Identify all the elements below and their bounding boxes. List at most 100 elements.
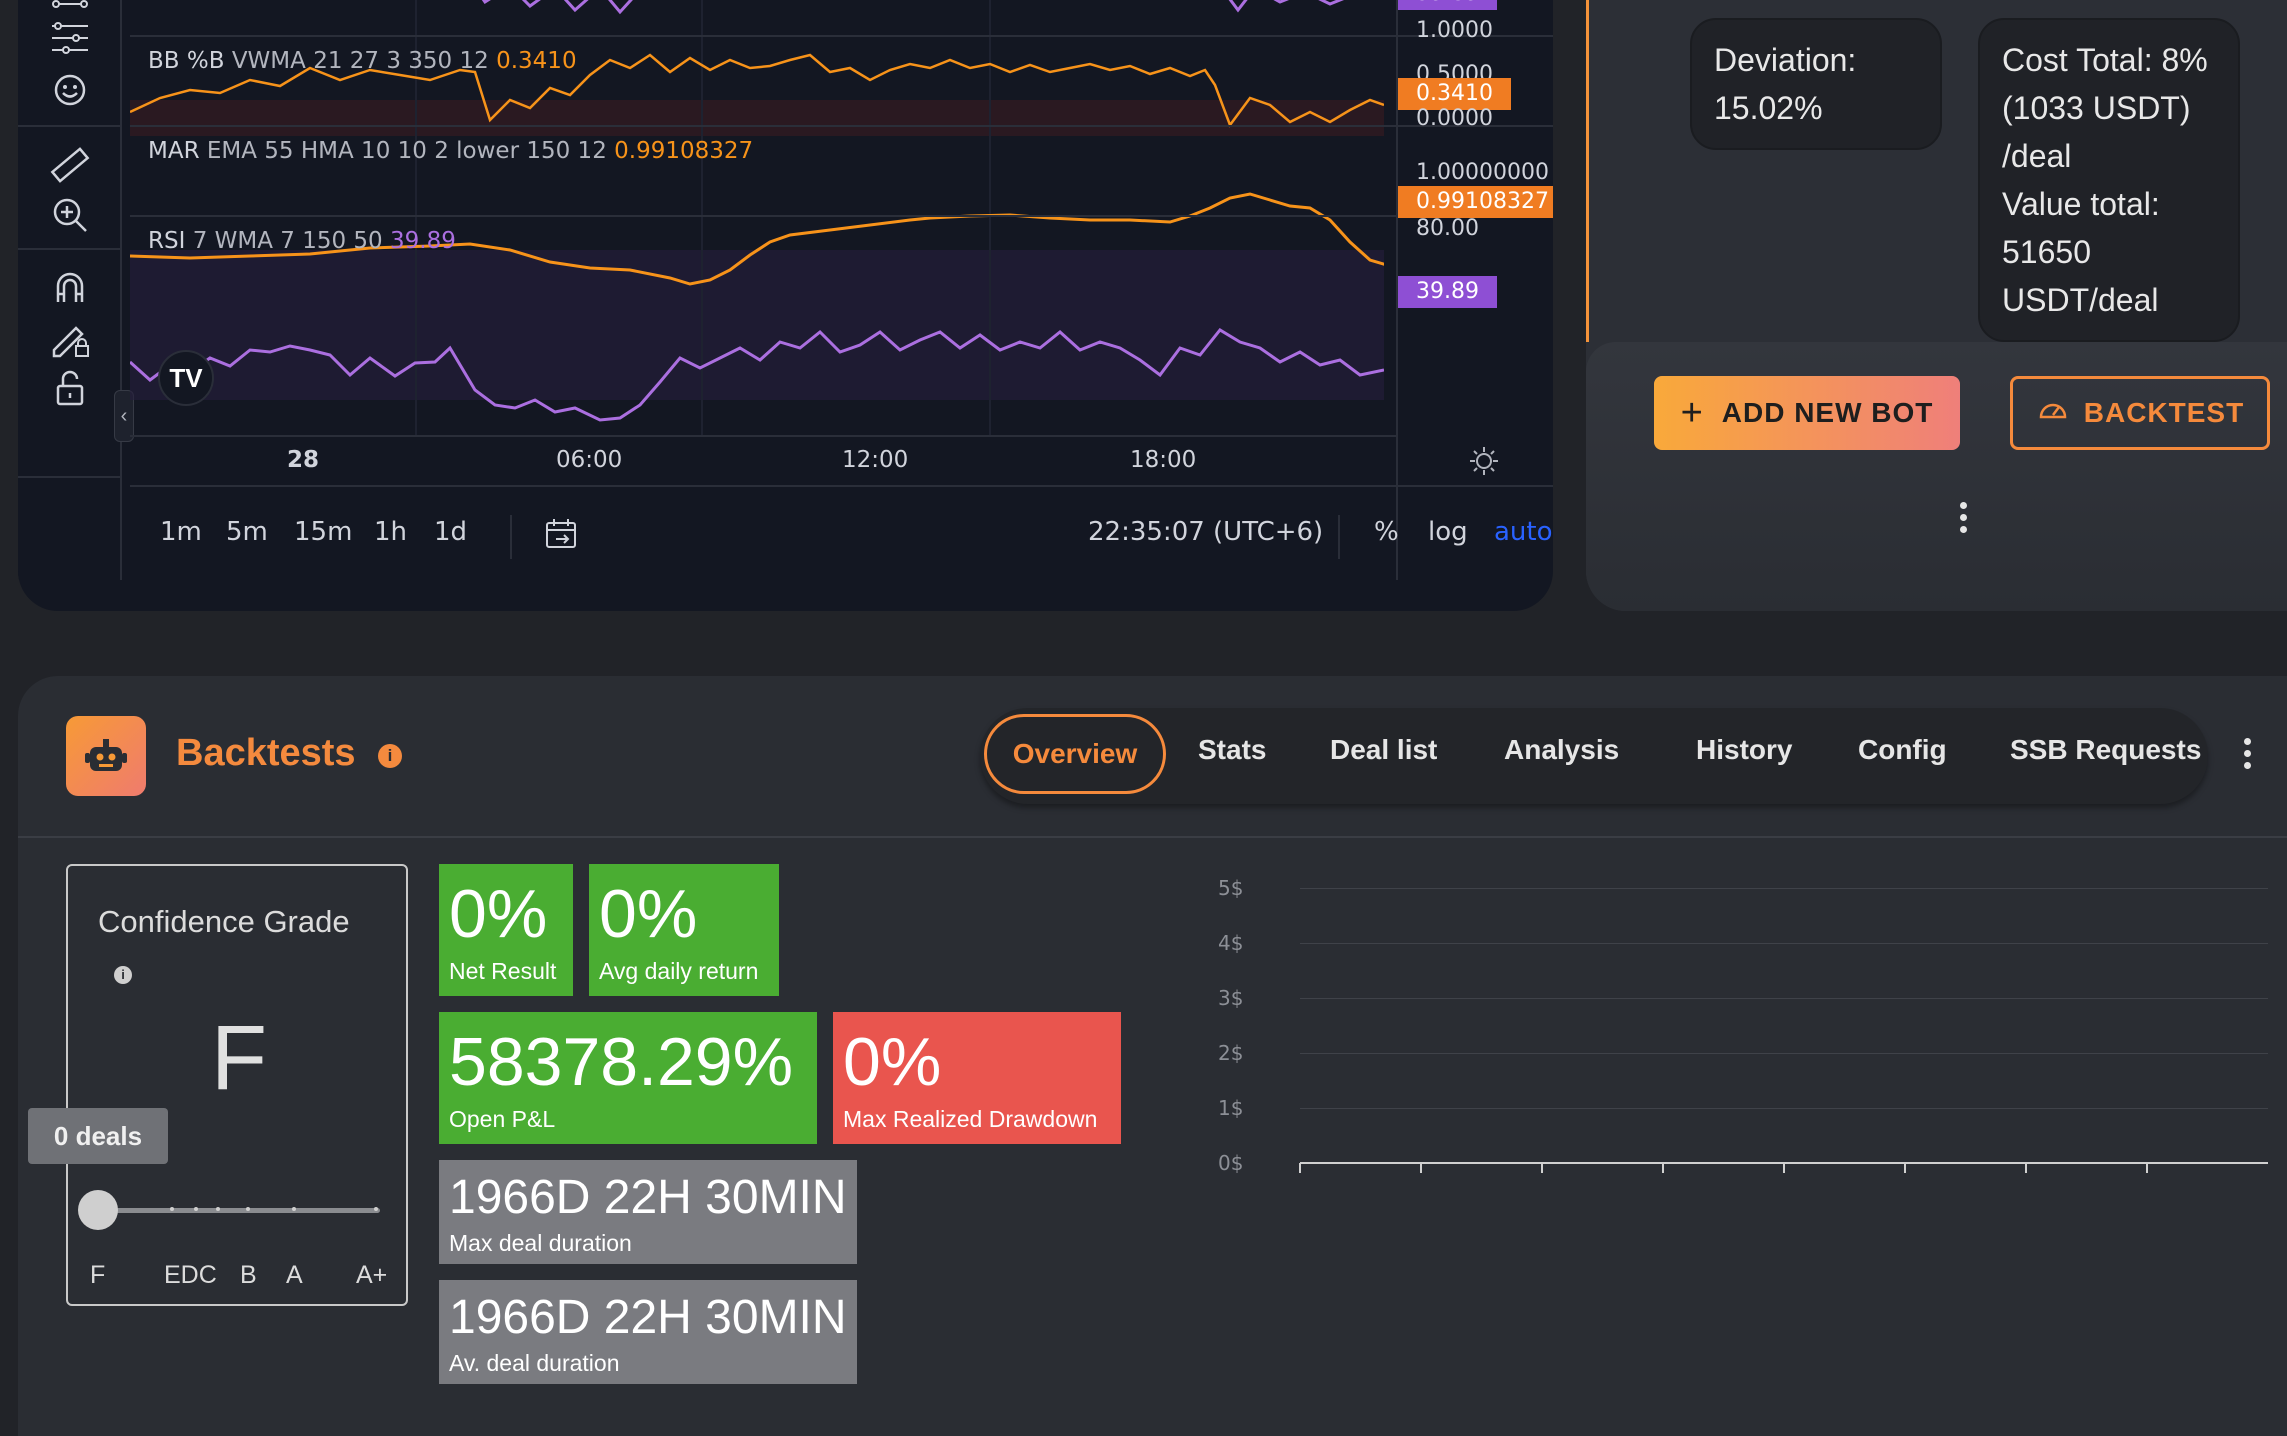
y-tick-4: 4$ (1218, 931, 1244, 955)
lock-drawings-icon[interactable] (40, 308, 100, 368)
fib-tool-icon[interactable] (40, 10, 100, 70)
time-tick-28: 28 (287, 447, 320, 473)
percent-scale-toggle[interactable]: % (1374, 517, 1399, 547)
backtests-panel: Backtests i Overview Stats Deal list Ana… (18, 676, 2287, 1436)
grade-slider-stop (246, 1207, 250, 1211)
price-axis[interactable]: 39.89 1.0000 0.5000 0.3410 0.0000 1.0000… (1396, 0, 1553, 580)
max-drawdown-value: 0% (843, 1024, 942, 1100)
plus-icon: + (1680, 392, 1704, 434)
grade-slider-stop (374, 1207, 378, 1211)
grade-slider-track (98, 1208, 380, 1213)
timeframe-1h[interactable]: 1h (374, 517, 408, 547)
mar-value: 0.99108327 (614, 138, 754, 164)
indicator-plot-area[interactable]: BB %B VWMA 21 27 3 350 12 0.3410 MAR EMA… (130, 0, 1553, 580)
cost-line: (1033 USDT) (2002, 90, 2191, 126)
chart-clock[interactable]: 22:35:07 (UTC+6) (1088, 517, 1324, 547)
backtests-title: Backtests (176, 732, 356, 774)
add-new-bot-label: ADD NEW BOT (1721, 397, 1934, 428)
y-tick-0: 0$ (1218, 1151, 1244, 1175)
y-tick-3: 3$ (1218, 986, 1244, 1010)
deals-count-tooltip: 0 deals (28, 1108, 168, 1164)
robot-icon (66, 716, 146, 796)
grade-slider-thumb[interactable] (78, 1190, 118, 1230)
cost-card: Cost Total: 8% (1033 USDT) /deal Value t… (1978, 18, 2240, 342)
backtests-tab-bar: Overview Stats Deal list Analysis Histor… (980, 708, 2208, 804)
avg-daily-return-tile: 0% Avg daily return (589, 864, 779, 996)
tab-stats[interactable]: Stats (1198, 734, 1267, 765)
avg-daily-return-label: Avg daily return (599, 958, 759, 984)
deviation-card: Deviation: 15.02% (1690, 18, 1942, 150)
trend-line-tool-icon[interactable] (40, 0, 100, 38)
drawing-toolbar (18, 0, 122, 580)
bb-name: BB %B (148, 48, 225, 74)
rsi-price-tag: 39.89 (1398, 276, 1497, 308)
pnl-x-axis (1299, 1162, 2268, 1173)
chart-settings-icon[interactable] (1468, 445, 1500, 482)
max-drawdown-label: Max Realized Drawdown (843, 1106, 1098, 1132)
net-result-tile: 0% Net Result (439, 864, 573, 996)
zoom-in-icon[interactable] (40, 185, 100, 245)
tab-history[interactable]: History (1696, 734, 1793, 765)
backtests-info-icon[interactable]: i (378, 744, 402, 768)
timeframe-5m[interactable]: 5m (226, 517, 268, 547)
tradingview-logo[interactable]: TV (158, 350, 214, 406)
rsi-pane-label[interactable]: RSI 7 WMA 7 150 50 39.89 (148, 228, 456, 254)
bb-params: VWMA 21 27 3 350 12 (231, 48, 489, 74)
mar-pane-label[interactable]: MAR EMA 55 HMA 10 10 2 lower 150 12 0.99… (148, 138, 753, 164)
confidence-grade-card: Confidence Grade i F F EDC B A A+ (66, 864, 408, 1306)
gridline (1300, 998, 2268, 999)
grade-slider-stop (194, 1207, 198, 1211)
mar-name: MAR (148, 138, 200, 164)
bb-price-tag: 0.3410 (1398, 78, 1511, 110)
time-axis[interactable]: 28 06:00 12:00 18:00 (130, 435, 1396, 487)
grade-mark-a: A (286, 1261, 303, 1289)
y-tick-1: 1$ (1218, 1096, 1244, 1120)
bot-summary-panel: Deviation: 15.02% Cost Total: 8% (1033 U… (1586, 0, 2287, 611)
time-tick-1200: 12:00 (842, 447, 909, 473)
mar-tick-1: 1.00000000 (1416, 160, 1549, 185)
timeframe-1d[interactable]: 1d (434, 517, 468, 547)
grade-slider-stop (292, 1207, 296, 1211)
timeframe-15m[interactable]: 15m (294, 517, 353, 547)
timeframe-1m[interactable]: 1m (160, 517, 202, 547)
rsi-tick-80: 80.00 (1416, 216, 1479, 241)
net-result-value: 0% (449, 876, 548, 952)
deviation-label: Deviation: (1714, 42, 1857, 78)
avg-deal-duration-tile: 1966D 22H 30MIN Av. deal duration (439, 1280, 857, 1384)
speedometer-icon (2036, 393, 2070, 434)
max-deal-duration-label: Max deal duration (449, 1230, 632, 1256)
tab-config[interactable]: Config (1858, 734, 1947, 765)
confidence-grade-title: Confidence Grade (98, 904, 350, 939)
time-tick-0600: 06:00 (556, 447, 623, 473)
gridline (1300, 888, 2268, 889)
magnet-icon[interactable] (40, 258, 100, 318)
date-range-icon[interactable] (544, 517, 580, 558)
toolbar-collapse-handle[interactable]: ‹ (114, 390, 134, 442)
cost-line: /deal (2002, 138, 2072, 174)
bb-tick-0: 0.0000 (1416, 106, 1493, 131)
confidence-grade-info-icon[interactable]: i (114, 966, 132, 984)
ruler-icon[interactable] (40, 135, 100, 195)
tab-overview[interactable]: Overview (984, 714, 1166, 794)
auto-scale-toggle[interactable]: auto (1494, 517, 1553, 547)
emoji-icon[interactable] (40, 60, 100, 120)
gridline (1300, 943, 2268, 944)
tab-ssb-requests[interactable]: SSB Requests (2010, 734, 2202, 765)
backtests-more-menu-icon[interactable] (2244, 738, 2251, 769)
tab-deal-list[interactable]: Deal list (1330, 734, 1438, 765)
backtest-button[interactable]: BACKTEST (2010, 376, 2270, 450)
mar-price-tag: 0.99108327 (1398, 186, 1553, 218)
avg-deal-duration-label: Av. deal duration (449, 1350, 620, 1376)
open-pnl-value: 58378.29% (449, 1024, 794, 1100)
y-tick-2: 2$ (1218, 1041, 1244, 1065)
unlock-icon[interactable] (40, 358, 100, 418)
cost-line: Value total: (2002, 186, 2160, 222)
cost-line: Cost Total: 8% (2002, 42, 2208, 78)
log-scale-toggle[interactable]: log (1428, 517, 1468, 547)
add-new-bot-button[interactable]: + ADD NEW BOT (1654, 376, 1960, 450)
tab-analysis[interactable]: Analysis (1504, 734, 1620, 765)
bot-more-menu-icon[interactable] (1960, 502, 1967, 533)
pnl-chart[interactable]: 5$ 4$ 3$ 2$ 1$ 0$ (1218, 876, 2278, 1196)
gridline (1300, 1108, 2268, 1109)
bb-pane-label[interactable]: BB %B VWMA 21 27 3 350 12 0.3410 (148, 48, 577, 74)
